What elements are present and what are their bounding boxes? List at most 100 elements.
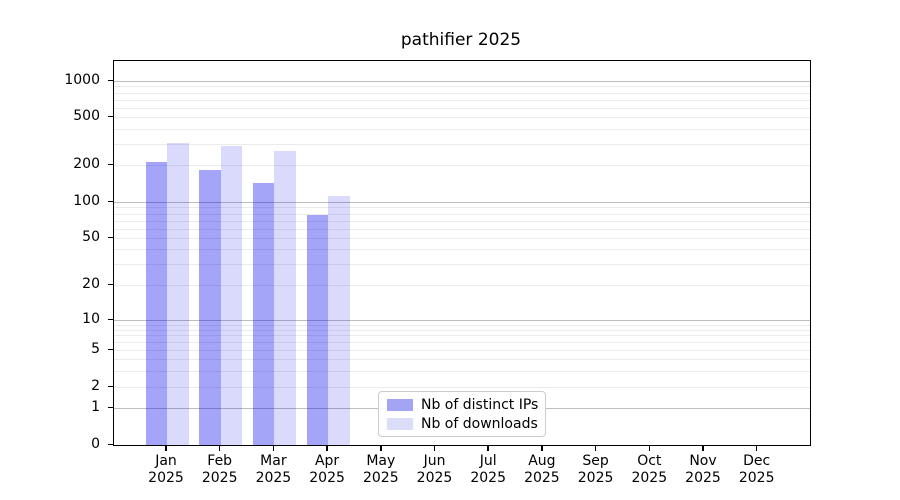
legend-label-distinct-ips: Nb of distinct IPs — [421, 396, 539, 413]
x-tick-year: 2025 — [470, 470, 506, 486]
x-tick-mark — [218, 445, 221, 451]
x-tick-mark — [165, 445, 167, 451]
x-tick-label-jul: Jul 2025 — [456, 453, 520, 487]
x-tick-label-dec: Dec 2025 — [725, 453, 789, 487]
gridline-minor — [114, 165, 810, 166]
y-tick-mark — [108, 283, 113, 285]
x-tick-label-jun: Jun 2025 — [403, 453, 467, 487]
gridline-major — [114, 81, 810, 82]
gridline-minor — [114, 238, 810, 239]
gridline-minor — [114, 213, 810, 215]
y-tick-mark — [108, 318, 113, 320]
bar-downloads-jan — [167, 142, 189, 445]
x-tick-month: May — [366, 453, 396, 469]
x-tick-label-apr: Apr 2025 — [295, 453, 359, 487]
gridline-minor — [114, 387, 810, 388]
gridline-minor — [114, 207, 810, 209]
legend-swatch-distinct-ips — [387, 398, 413, 411]
x-tick-month: Feb — [207, 453, 233, 469]
gridline-minor — [114, 128, 810, 130]
gridline-minor — [114, 92, 810, 94]
y-tick-label: 50 — [82, 229, 100, 245]
x-tick-year: 2025 — [309, 470, 345, 486]
gridline-minor — [114, 117, 810, 118]
x-tick-label-mar: Mar 2025 — [241, 453, 305, 487]
x-tick-year: 2025 — [201, 470, 238, 486]
gridline-minor — [114, 342, 810, 344]
x-tick-label-aug: Aug 2025 — [510, 453, 574, 487]
x-tick-year: 2025 — [416, 470, 453, 486]
gridline-minor — [114, 220, 810, 222]
y-tick-label: 20 — [82, 276, 100, 292]
gridline-major — [114, 320, 810, 321]
gridline-minor — [114, 228, 810, 230]
x-tick-month: Sep — [582, 453, 609, 469]
x-tick-month: Jul — [479, 453, 497, 469]
x-tick-label-feb: Feb 2025 — [188, 453, 252, 487]
x-tick-year: 2025 — [685, 470, 721, 486]
y-tick-mark — [108, 348, 113, 350]
x-tick-year: 2025 — [524, 470, 560, 486]
x-tick-mark — [272, 445, 275, 451]
x-tick-year: 2025 — [738, 470, 775, 486]
gridline-minor — [114, 329, 810, 331]
x-tick-mark — [594, 445, 597, 451]
x-tick-mark — [541, 445, 543, 451]
x-tick-year: 2025 — [362, 470, 399, 486]
x-tick-year: 2025 — [255, 470, 292, 486]
legend-item-downloads: Nb of downloads — [387, 415, 538, 432]
y-tick-label: 2 — [91, 378, 100, 394]
y-tick-label: 1000 — [64, 72, 100, 88]
x-tick-label-oct: Oct 2025 — [617, 453, 681, 487]
x-tick-mark — [755, 445, 758, 451]
y-tick-label: 200 — [73, 156, 100, 172]
legend-label-downloads: Nb of downloads — [421, 415, 538, 432]
x-tick-mark — [326, 445, 328, 451]
y-tick-mark — [108, 385, 113, 387]
x-tick-label-nov: Nov 2025 — [671, 453, 735, 487]
bar-downloads-apr — [328, 195, 350, 445]
y-tick-mark — [108, 79, 113, 81]
y-tick-label: 10 — [82, 311, 100, 327]
gridline-minor — [114, 143, 810, 145]
bar-downloads-feb — [220, 145, 243, 445]
x-tick-mark — [648, 445, 651, 451]
gridline-minor — [114, 86, 810, 88]
gridline-minor — [114, 335, 810, 337]
x-tick-mark — [487, 445, 489, 451]
x-tick-label-jan: Jan 2025 — [134, 453, 198, 487]
gridline-minor — [114, 264, 810, 266]
y-tick-mark — [108, 115, 113, 117]
y-tick-label: 5 — [91, 341, 100, 357]
gridline-major — [114, 202, 810, 203]
bar-downloads-mar — [274, 150, 296, 445]
legend: Nb of distinct IPs Nb of downloads — [378, 391, 546, 437]
x-tick-year: 2025 — [577, 470, 614, 486]
plot-area — [113, 60, 811, 446]
x-tick-month: Jan — [155, 453, 177, 469]
x-tick-mark — [380, 445, 382, 451]
x-tick-month: Jun — [423, 453, 446, 469]
chart-title: pathifier 2025 — [400, 30, 522, 50]
gridline-minor — [114, 249, 810, 251]
gridline-minor — [114, 99, 810, 101]
legend-item-distinct-ips: Nb of distinct IPs — [387, 396, 539, 413]
y-tick-label: 0 — [91, 436, 100, 452]
gridline-minor — [114, 285, 810, 286]
x-tick-label-sep: Sep 2025 — [564, 453, 628, 487]
x-tick-year: 2025 — [148, 470, 184, 486]
x-tick-mark — [433, 445, 436, 451]
x-tick-month: Mar — [260, 453, 287, 469]
x-tick-label-may: May 2025 — [349, 453, 413, 487]
y-tick-mark — [108, 443, 113, 445]
x-tick-month: Nov — [689, 453, 717, 469]
gridline-minor — [114, 350, 810, 351]
bar-distinct-ips-apr — [306, 214, 329, 445]
y-tick-label: 1 — [91, 399, 100, 415]
x-tick-month: Dec — [743, 453, 771, 469]
y-tick-mark — [108, 200, 113, 202]
y-tick-label: 100 — [73, 193, 100, 209]
gridline-minor — [114, 359, 810, 360]
y-tick-mark — [108, 163, 113, 165]
